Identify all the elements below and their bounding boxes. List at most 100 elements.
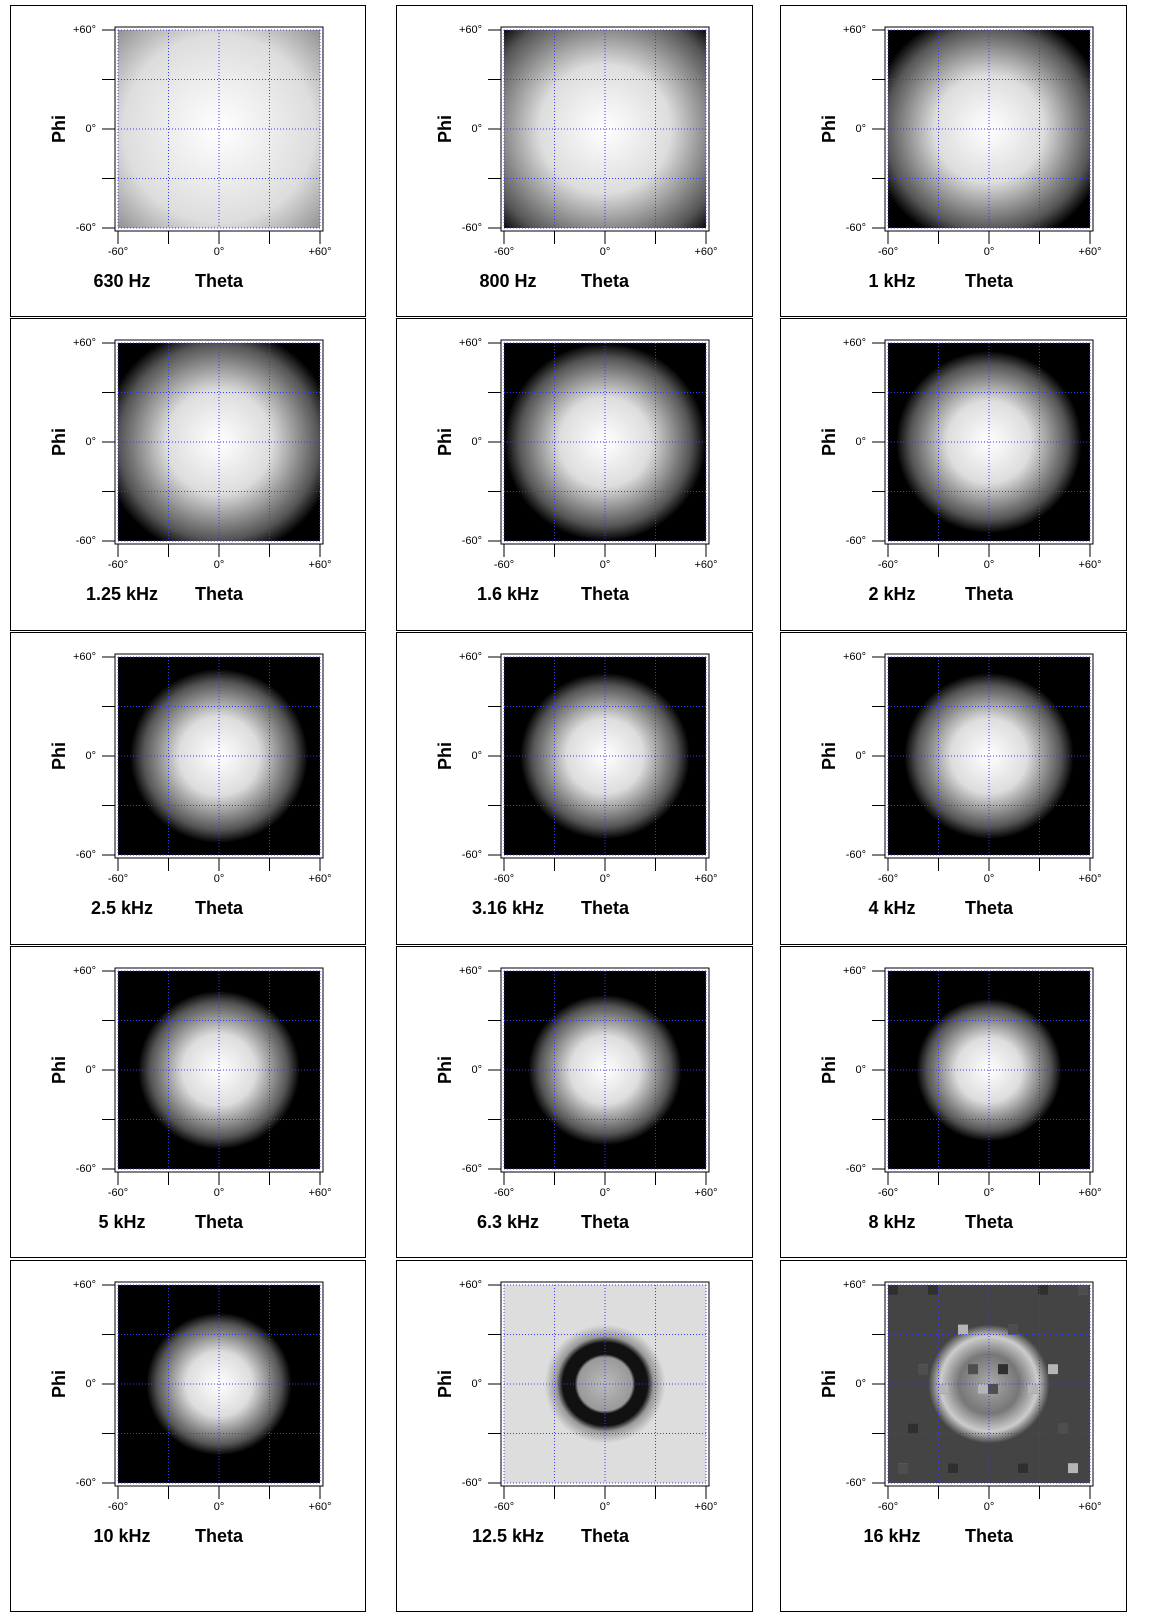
panel: -60° 0° +60° -60° 0° +60° 10 kHz Theta Phi <box>10 1260 366 1612</box>
y-tick-label: 0° <box>471 1378 482 1390</box>
panel-title: 630 Hz <box>93 271 150 291</box>
y-tick-label: 0° <box>471 1064 482 1076</box>
panel-title: 12.5 kHz <box>472 1526 544 1546</box>
panel-title: 5 kHz <box>98 1212 145 1232</box>
y-tick-label: -60° <box>462 1477 482 1489</box>
y-tick-label: -60° <box>462 222 482 234</box>
x-tick-label: +60° <box>1078 873 1101 885</box>
y-tick-label: +60° <box>459 337 482 349</box>
y-tick-label: -60° <box>846 849 866 861</box>
heatmap-texture <box>1008 1324 1018 1335</box>
x-tick-label: +60° <box>1078 246 1101 258</box>
x-tick-label: -60° <box>108 1501 128 1513</box>
x-axis-label: Theta <box>195 898 244 918</box>
x-tick-label: -60° <box>494 1187 514 1199</box>
x-tick-label: 0° <box>214 1501 225 1513</box>
x-tick-label: -60° <box>878 559 898 571</box>
y-tick-label: 0° <box>85 1378 96 1390</box>
heatmap-texture <box>938 1384 948 1394</box>
panel: -60° 0° +60° -60° 0° +60° 1 kHz Theta Phi <box>780 5 1127 317</box>
x-tick-label: +60° <box>1078 1187 1101 1199</box>
y-tick-label: 0° <box>85 436 96 448</box>
y-axis-label: Phi <box>49 115 69 143</box>
x-tick-label: -60° <box>108 873 128 885</box>
heatmap-texture <box>1068 1463 1078 1474</box>
x-tick-label: -60° <box>108 559 128 571</box>
y-axis-label: Phi <box>819 115 839 143</box>
y-tick-label: 0° <box>855 1064 866 1076</box>
panel-title: 8 kHz <box>868 1212 915 1232</box>
y-tick-label: +60° <box>459 1279 482 1291</box>
x-tick-label: +60° <box>308 246 331 258</box>
x-tick-label: +60° <box>1078 559 1101 571</box>
x-tick-label: -60° <box>494 246 514 258</box>
y-tick-label: -60° <box>462 849 482 861</box>
x-tick-label: -60° <box>878 1187 898 1199</box>
panel: -60° 0° +60° -60° 0° +60° 16 kHz Theta Phi <box>780 1260 1127 1612</box>
x-tick-label: 0° <box>984 1501 995 1513</box>
y-tick-label: -60° <box>76 535 96 547</box>
x-axis-label: Theta <box>965 898 1014 918</box>
x-tick-label: +60° <box>694 559 717 571</box>
y-tick-label: +60° <box>843 965 866 977</box>
heatmap-texture <box>898 1463 908 1474</box>
heatmap-texture <box>928 1285 938 1295</box>
y-tick-label: +60° <box>843 651 866 663</box>
y-tick-label: +60° <box>843 1279 866 1291</box>
y-axis-label: Phi <box>435 428 455 456</box>
y-axis-label: Phi <box>819 1370 839 1398</box>
x-axis-label: Theta <box>965 584 1014 604</box>
x-axis-label: Theta <box>581 584 630 604</box>
x-tick-label: 0° <box>600 1501 611 1513</box>
y-tick-label: -60° <box>76 222 96 234</box>
panel-title: 2 kHz <box>868 584 915 604</box>
heatmap-texture <box>958 1324 968 1335</box>
panel: -60° 0° +60° -60° 0° +60° 1.6 kHz Theta Phi <box>396 318 753 631</box>
heatmap-texture <box>1058 1423 1068 1434</box>
heatmap-texture <box>918 1364 928 1375</box>
panel: -60° 0° +60° -60° 0° +60° 4 kHz Theta Phi <box>780 632 1127 945</box>
panel: -60° 0° +60° -60° 0° +60° 1.25 kHz Theta Phi <box>10 318 366 631</box>
panel-title: 1.6 kHz <box>477 584 539 604</box>
panel-title: 3.16 kHz <box>472 898 544 918</box>
x-tick-label: +60° <box>694 246 717 258</box>
x-tick-label: 0° <box>214 559 225 571</box>
heatmap-texture <box>1018 1463 1028 1474</box>
panel-title: 6.3 kHz <box>477 1212 539 1232</box>
x-tick-label: 0° <box>214 1187 225 1199</box>
y-axis-label: Phi <box>435 1056 455 1084</box>
heatmap-texture <box>988 1384 998 1394</box>
x-tick-label: -60° <box>108 246 128 258</box>
x-tick-label: 0° <box>984 246 995 258</box>
y-tick-label: +60° <box>459 651 482 663</box>
x-axis-label: Theta <box>581 271 630 291</box>
x-axis-label: Theta <box>195 584 244 604</box>
heatmap-texture <box>908 1423 918 1434</box>
y-tick-label: +60° <box>73 965 96 977</box>
y-axis-label: Phi <box>435 115 455 143</box>
x-axis-label: Theta <box>965 271 1014 291</box>
x-axis-label: Theta <box>195 1212 244 1232</box>
x-tick-label: +60° <box>308 1501 331 1513</box>
y-tick-label: 0° <box>471 750 482 762</box>
y-tick-label: 0° <box>855 436 866 448</box>
heatmap-texture <box>1078 1285 1088 1295</box>
x-tick-label: +60° <box>694 1501 717 1513</box>
heatmap-texture <box>1038 1285 1048 1295</box>
x-axis-label: Theta <box>195 271 244 291</box>
x-tick-label: 0° <box>600 873 611 885</box>
panel-title: 1.25 kHz <box>86 584 158 604</box>
x-axis-label: Theta <box>581 1212 630 1232</box>
heatmap-texture <box>1028 1384 1038 1394</box>
y-tick-label: -60° <box>462 535 482 547</box>
y-tick-label: 0° <box>855 1378 866 1390</box>
y-tick-label: 0° <box>471 123 482 135</box>
panel: -60° 0° +60° -60° 0° +60° 3.16 kHz Theta Phi <box>396 632 753 945</box>
heatmap-texture <box>998 1364 1008 1375</box>
y-axis-label: Phi <box>49 1056 69 1084</box>
panel: -60° 0° +60° -60° 0° +60° 5 kHz Theta Phi <box>10 946 366 1258</box>
y-tick-label: +60° <box>73 1279 96 1291</box>
x-tick-label: 0° <box>984 1187 995 1199</box>
y-tick-label: -60° <box>76 1163 96 1175</box>
